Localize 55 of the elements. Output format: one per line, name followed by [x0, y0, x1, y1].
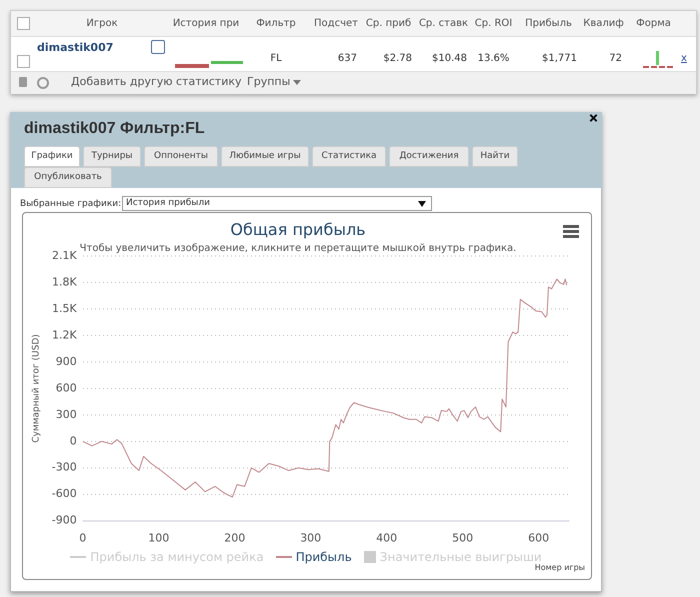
- text: FL: [269, 53, 283, 64]
- x-tick-label: 200: [224, 531, 246, 544]
- text: Добавить другую статистику: [71, 75, 242, 88]
- category-label: Оппоненты: [144, 146, 218, 167]
- chart-subtitle: Чтобы увеличить изображение, кликните и перетащите мышкой внутрь графика.: [80, 242, 516, 254]
- y-tick-label: 900: [56, 354, 77, 368]
- y-tick-label: -600: [52, 487, 77, 500]
- category-label: Квалиф: [582, 18, 625, 29]
- text: $2.78: [382, 53, 412, 64]
- x-tick-label: 300: [300, 531, 322, 544]
- y-tick-label: -900: [52, 514, 77, 527]
- chart-title: Общая прибыль: [230, 220, 366, 239]
- text: dimastik007: [37, 41, 114, 54]
- category-label: Графики: [24, 146, 80, 167]
- category-label: Игрок: [85, 18, 119, 29]
- text: $1,771: [541, 53, 577, 64]
- text: Группы: [247, 75, 290, 88]
- x-tick-label: 600: [528, 531, 550, 544]
- category-label: Подсчет: [313, 18, 359, 29]
- legend-label: Прибыль: [296, 550, 352, 564]
- category-label: Достижения: [389, 146, 469, 167]
- category-label: Фильтр: [255, 18, 297, 29]
- text: Выбранные графики:: [20, 199, 122, 209]
- category-label: Форма: [635, 18, 672, 29]
- y-tick-label: 1.5K: [52, 302, 78, 315]
- text: 13.6%: [476, 53, 510, 64]
- y-tick-label: 0: [70, 434, 77, 448]
- category-label: Статистика: [312, 146, 386, 167]
- text: x: [681, 53, 687, 64]
- text: $10.48: [431, 53, 467, 64]
- y-tick-label: -300: [52, 460, 77, 474]
- text: История прибыли: [122, 196, 432, 211]
- category-label: История при: [172, 18, 240, 29]
- category-label: Ср. ставк: [418, 18, 470, 29]
- y-tick-label: 600: [56, 381, 77, 394]
- y-tick-label: 2.1K: [52, 249, 78, 262]
- y-tick-label: 1.2K: [52, 328, 78, 342]
- category-label: Опубликовать: [24, 167, 112, 188]
- y-tick-label: 300: [56, 408, 77, 421]
- category-label: Турниры: [83, 146, 141, 167]
- x-axis-title: Номер игры: [534, 563, 585, 572]
- category-label: Ср. приб: [364, 18, 412, 29]
- text: 72: [608, 53, 622, 64]
- text: dimastik007 Фильтр:FL: [24, 120, 205, 138]
- category-label: Прибыль: [524, 18, 573, 29]
- category-label: Ср. ROI: [474, 18, 514, 29]
- category-label: Любимые игры: [221, 146, 309, 167]
- text: 637: [336, 53, 357, 64]
- x-tick-label: 100: [148, 531, 170, 544]
- x-tick-label: 0: [79, 531, 86, 544]
- category-label: Найти: [472, 146, 518, 167]
- x-tick-label: 500: [452, 531, 474, 544]
- x-tick-label: 400: [376, 531, 398, 544]
- y-tick-label: 1.8K: [52, 276, 78, 289]
- y-axis-title: Суммарный итог (USD): [32, 334, 42, 443]
